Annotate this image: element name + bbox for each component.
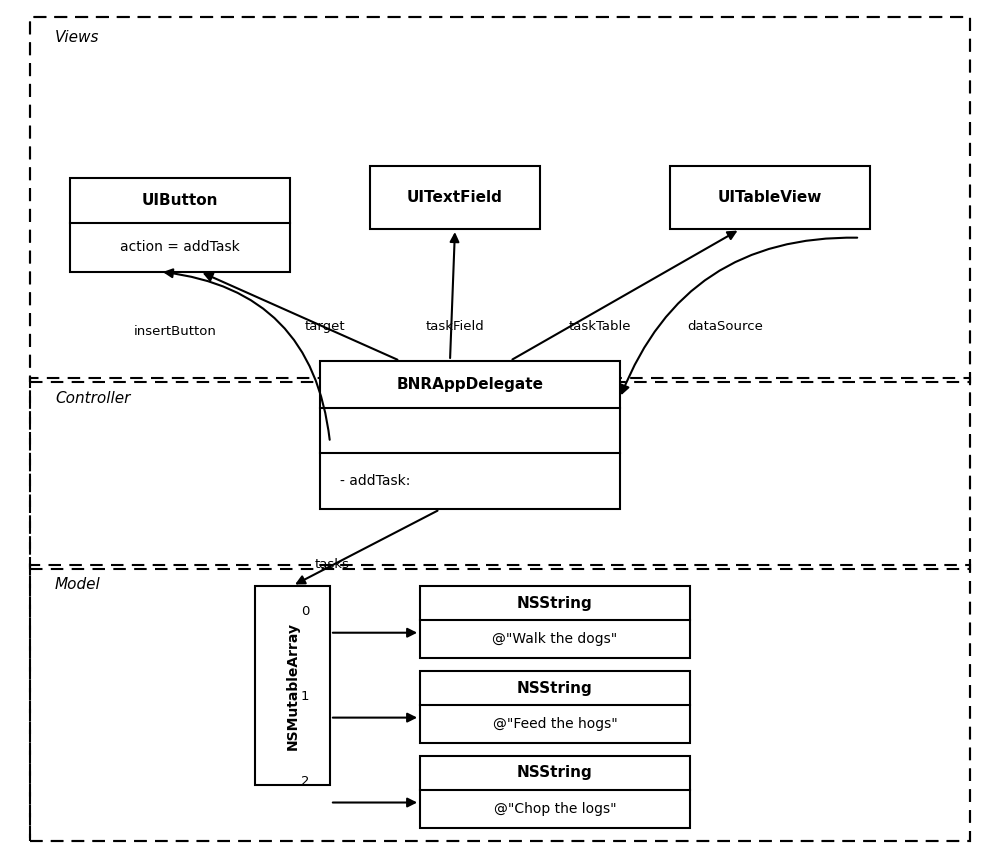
Bar <box>30 378 970 569</box>
Text: NSMutableArray: NSMutableArray <box>286 621 300 750</box>
Text: BNRAppDelegate: BNRAppDelegate <box>396 377 544 392</box>
Text: Controller: Controller <box>55 391 130 406</box>
Text: UITextField: UITextField <box>407 190 503 205</box>
Text: UIButton: UIButton <box>142 194 218 208</box>
Text: @"Chop the logs": @"Chop the logs" <box>494 802 616 816</box>
Text: taskField: taskField <box>426 320 484 334</box>
Text: @"Feed the hogs": @"Feed the hogs" <box>493 717 617 731</box>
Text: taskTable: taskTable <box>569 320 631 334</box>
Text: UITableView: UITableView <box>718 190 822 205</box>
Text: insertButton: insertButton <box>134 324 216 338</box>
Text: 1: 1 <box>301 690 309 703</box>
Text: NSString: NSString <box>517 766 593 780</box>
Bar <box>30 565 970 841</box>
Bar <box>670 166 870 229</box>
Text: dataSource: dataSource <box>687 320 763 334</box>
Text: Views: Views <box>55 30 100 45</box>
Text: NSString: NSString <box>517 596 593 610</box>
Text: target: target <box>305 320 345 334</box>
Text: 0: 0 <box>301 605 309 618</box>
Bar <box>420 756 690 828</box>
Text: NSString: NSString <box>517 681 593 695</box>
Text: @"Walk the dogs": @"Walk the dogs" <box>492 633 618 646</box>
Bar <box>370 166 540 229</box>
Text: tasks: tasks <box>315 558 350 571</box>
Bar <box>70 178 290 272</box>
Text: - addTask:: - addTask: <box>340 475 410 488</box>
Bar <box>320 361 620 509</box>
Bar <box>420 586 690 658</box>
Bar <box>255 586 330 785</box>
Text: Model: Model <box>55 577 101 593</box>
Text: action = addTask: action = addTask <box>120 240 240 255</box>
Text: 2: 2 <box>301 775 309 788</box>
Bar <box>30 17 970 382</box>
Bar <box>420 671 690 743</box>
